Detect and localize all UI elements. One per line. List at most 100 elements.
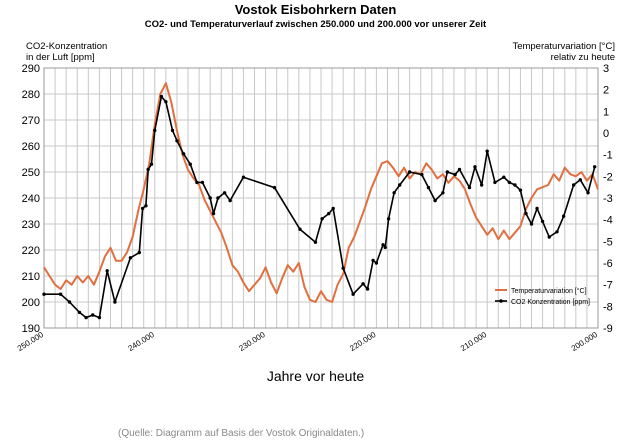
co2-data-point	[67, 300, 72, 304]
y-left-tick-label: 190	[22, 323, 40, 335]
temperature-line	[43, 82, 599, 303]
y-right-tick-label: -5	[603, 236, 613, 248]
co2-data-point	[561, 214, 566, 218]
y-left-tick-label: 250	[22, 167, 40, 179]
co2-data-point	[77, 310, 82, 315]
co2-data-point	[592, 165, 597, 169]
left-axis-label: CO2-Konzentration in der Luft [ppm]	[26, 41, 107, 63]
y-left-tick-label: 200	[22, 297, 40, 309]
co2-data-point	[518, 188, 523, 192]
co2-data-point	[144, 204, 148, 208]
x-tick-label: 200.000	[570, 330, 600, 353]
y-right-tick-label: -6	[603, 258, 613, 270]
co2-data-point	[555, 230, 559, 234]
co2-data-point	[445, 170, 450, 174]
co2-data-point	[128, 256, 133, 260]
co2-data-point	[181, 152, 186, 156]
y-right-tick-label: 3	[603, 63, 609, 75]
co2-data-point	[228, 198, 232, 203]
right-axis-label-line-1: Temperaturvariation [°C]	[512, 41, 615, 52]
co2-data-point	[507, 180, 512, 185]
co2-data-point	[467, 185, 472, 190]
y-right-tick-label: -9	[603, 323, 613, 335]
co2-data-point	[313, 240, 318, 244]
co2-data-point	[433, 198, 437, 203]
x-tick-label: 230.000	[237, 330, 267, 353]
left-axis-label-line-1: CO2-Konzentration	[26, 41, 108, 52]
co2-data-point	[200, 180, 205, 185]
co2-data-point	[381, 243, 385, 247]
co2-data-point	[351, 292, 355, 296]
co2-data-point	[586, 191, 590, 195]
co2-data-point	[341, 266, 345, 270]
co2-data-point	[365, 287, 370, 291]
y-right-tick-label: -8	[603, 301, 613, 313]
co2-data-point	[241, 175, 246, 179]
co2-data-point	[540, 219, 545, 224]
co2-data-point	[502, 175, 506, 179]
co2-data-point	[42, 292, 46, 296]
co2-data-point	[426, 185, 431, 190]
y-left-tick-label: 260	[22, 141, 40, 153]
y-left-tick-label: 230	[22, 219, 40, 231]
co2-data-point	[457, 167, 462, 172]
co2-data-point	[397, 183, 402, 187]
co2-data-point	[485, 149, 489, 153]
legend-temperature-label: Temperaturvariation [°C]	[511, 287, 587, 295]
co2-data-point	[208, 196, 212, 200]
co2-data-point	[188, 162, 192, 166]
co2-data-point	[170, 128, 175, 133]
legend-co2-marker	[499, 299, 503, 303]
co2-data-point	[58, 292, 63, 296]
co2-data-point	[175, 139, 179, 143]
co2-data-point	[578, 178, 582, 182]
co2-data-point	[84, 315, 88, 320]
co2-line	[44, 95, 596, 319]
y-left-tick-label: 270	[22, 115, 40, 127]
co2-data-point	[140, 206, 145, 211]
co2-data-point	[331, 206, 335, 211]
y-left-tick-label: 240	[22, 193, 40, 205]
left-axis-label-line-2: in der Luft [ppm]	[26, 52, 95, 63]
co2-data-point	[407, 170, 412, 174]
y-right-tick-label: -4	[603, 215, 613, 227]
x-axis-label: Jahre vor heute	[266, 368, 365, 384]
co2-data-point	[383, 245, 387, 250]
co2-data-point	[272, 185, 277, 190]
co2-data-point	[216, 196, 220, 200]
y-right-tick-label: 0	[603, 128, 609, 140]
co2-data-point	[149, 162, 154, 166]
y-right-tick-label: -7	[603, 280, 613, 292]
co2-data-point	[392, 191, 396, 195]
co2-data-point	[547, 235, 551, 239]
co2-data-point	[91, 313, 95, 317]
co2-data-point	[164, 100, 168, 104]
x-tick-label: 220.000	[348, 330, 378, 353]
y-right-tick-label: -3	[603, 193, 613, 205]
y-right-tick-label: -2	[603, 171, 613, 183]
y-right-tick-label: 2	[603, 85, 609, 97]
co2-data-point	[320, 217, 324, 221]
co2-data-point	[327, 211, 331, 216]
co2-data-point	[146, 167, 150, 172]
y-left-tick-label: 290	[22, 63, 40, 75]
co2-data-point	[361, 282, 365, 286]
y-right-tick-label: -1	[603, 150, 613, 162]
co2-data-point	[493, 180, 497, 185]
y-left-tick-label: 210	[22, 271, 40, 283]
source-note: (Quelle: Diagramm auf Basis der Vostok O…	[118, 428, 365, 439]
co2-data-point	[513, 183, 517, 187]
co2-data-point	[420, 172, 424, 177]
x-tick-label: 240.000	[127, 330, 157, 353]
co2-data-point	[159, 94, 164, 99]
co2-data-point	[529, 222, 534, 226]
right-axis-label: Temperaturvariation [°C] relativ zu heut…	[512, 41, 615, 63]
plot-frame	[43, 67, 599, 329]
x-tick-label: 210.000	[459, 330, 489, 353]
co2-data-point	[195, 180, 199, 185]
co2-data-point	[153, 128, 157, 133]
co2-data-point	[97, 315, 102, 320]
co2-data-point	[371, 258, 375, 263]
co2-data-point	[374, 261, 379, 265]
